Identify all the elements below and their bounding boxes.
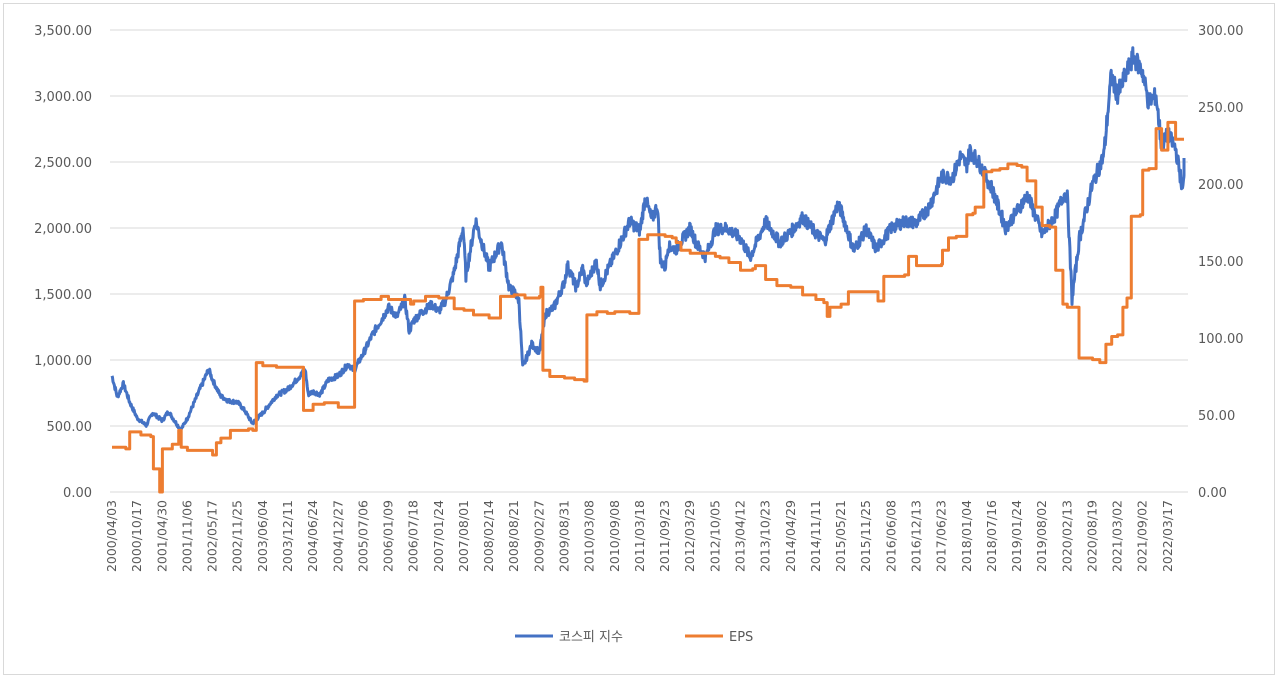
x-tick-label: 2020/08/19 — [1084, 500, 1099, 572]
x-tick-label: 2003/12/11 — [280, 500, 295, 572]
series-lines — [110, 46, 1186, 494]
x-tick-label: 2013/10/23 — [758, 500, 773, 572]
x-tick-label: 2020/02/13 — [1059, 500, 1074, 572]
left-tick-label: 500.00 — [47, 420, 93, 435]
x-tick-label: 2011/09/23 — [657, 500, 672, 572]
gridlines — [110, 29, 1188, 493]
left-tick-label: 1,500.00 — [34, 288, 92, 303]
x-tick-label: 2021/09/02 — [1135, 500, 1150, 572]
right-tick-label: 50.00 — [1198, 409, 1235, 424]
x-tick-label: 2008/02/14 — [481, 500, 496, 572]
series-line-kospi — [110, 46, 1186, 434]
chart-area: 0.00 500.00 1,000.00 1,500.00 2,000.00 2,500.… — [3, 3, 1275, 675]
x-tick-label: 2008/08/21 — [506, 500, 521, 572]
x-tick-label: 2001/04/30 — [154, 500, 169, 572]
x-tick-label: 2021/03/02 — [1110, 500, 1125, 572]
x-tick-label: 2012/10/05 — [707, 500, 722, 572]
x-tick-label: 2015/05/21 — [833, 500, 848, 572]
x-tick-label: 2013/04/12 — [733, 500, 748, 572]
x-tick-label: 2004/12/27 — [330, 500, 345, 572]
x-tick-label: 2022/03/17 — [1160, 500, 1175, 572]
x-tick-label: 2016/06/08 — [883, 500, 898, 572]
right-tick-label: 300.00 — [1198, 24, 1244, 39]
x-tick-label: 2006/01/09 — [381, 500, 396, 572]
x-tick-label: 2004/06/24 — [305, 500, 320, 572]
chart-svg: 0.00 500.00 1,000.00 1,500.00 2,000.00 2,500.… — [34, 24, 1244, 645]
left-tick-label: 3,500.00 — [34, 24, 92, 39]
x-tick-label: 2018/01/04 — [959, 500, 974, 572]
left-tick-label: 2,500.00 — [34, 156, 92, 171]
x-tick-label: 2009/02/27 — [531, 500, 546, 572]
legend-label: 코스피 지수 — [559, 630, 623, 645]
left-tick-label: 3,000.00 — [34, 90, 92, 105]
series-line-eps — [112, 120, 1184, 494]
legend-label: EPS — [729, 630, 753, 645]
left-tick-label: 2,000.00 — [34, 222, 92, 237]
x-tick-label: 2010/09/08 — [607, 500, 622, 572]
x-tick-label: 2001/11/06 — [179, 500, 194, 572]
right-tick-label: 0.00 — [1198, 486, 1227, 501]
x-tick-label: 2014/04/29 — [783, 500, 798, 572]
x-tick-label: 2011/03/18 — [632, 500, 647, 572]
left-axis-tick-labels: 0.00 500.00 1,000.00 1,500.00 2,000.00 2,500.… — [34, 24, 92, 501]
x-tick-label: 2002/05/17 — [205, 500, 220, 572]
x-axis-tick-labels: 2000/04/03 2000/10/17 2001/04/30 2001/11/06… — [104, 500, 1175, 572]
right-tick-label: 250.00 — [1198, 101, 1244, 116]
x-tick-label: 2000/10/17 — [129, 500, 144, 572]
x-tick-label: 2003/06/04 — [255, 500, 270, 572]
x-tick-label: 2018/07/16 — [984, 500, 999, 572]
right-tick-label: 100.00 — [1198, 332, 1244, 347]
x-tick-label: 2002/11/25 — [230, 500, 245, 572]
x-tick-label: 2005/07/06 — [355, 500, 370, 572]
x-tick-label: 2012/03/29 — [682, 500, 697, 572]
x-tick-label: 2019/01/24 — [1009, 500, 1024, 572]
x-tick-label: 2016/12/13 — [908, 500, 923, 572]
x-tick-label: 2014/11/11 — [808, 500, 823, 572]
x-tick-label: 2006/07/18 — [406, 500, 421, 572]
x-tick-label: 2019/08/02 — [1034, 500, 1049, 572]
right-axis-tick-labels: 0.00 50.00 100.00 150.00 200.00 250.00 300.00 — [1198, 24, 1244, 501]
x-tick-label: 2017/06/23 — [934, 500, 949, 572]
left-tick-label: 0.00 — [63, 486, 92, 501]
x-tick-label: 2007/01/24 — [431, 500, 446, 572]
x-tick-label: 2010/03/08 — [582, 500, 597, 572]
x-tick-label: 2009/08/31 — [557, 500, 572, 572]
left-tick-label: 1,000.00 — [34, 354, 92, 369]
x-tick-label: 2000/04/03 — [104, 500, 119, 572]
x-tick-label: 2007/08/01 — [456, 500, 471, 572]
right-tick-label: 200.00 — [1198, 178, 1244, 193]
legend: 코스피 지수 EPS — [515, 630, 753, 645]
right-tick-label: 150.00 — [1198, 255, 1244, 270]
x-tick-label: 2015/11/25 — [858, 500, 873, 572]
